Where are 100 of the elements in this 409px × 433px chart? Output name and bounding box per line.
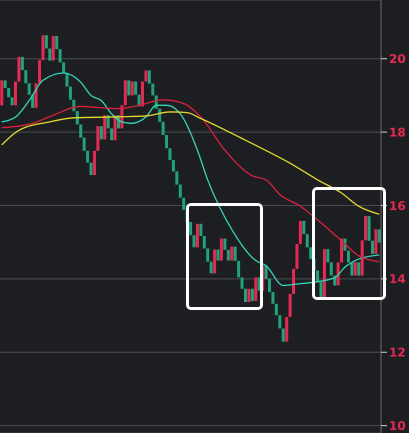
candlestick	[172, 160, 175, 172]
y-tick-label: 18	[389, 125, 406, 140]
candlestick	[360, 240, 364, 276]
candlestick	[130, 81, 134, 96]
candlestick	[295, 244, 298, 269]
candlestick	[271, 292, 274, 304]
candlestick	[55, 36, 58, 50]
candlestick	[346, 250, 350, 262]
candlestick	[52, 36, 55, 61]
candlestick	[216, 250, 220, 261]
candlestick	[210, 262, 213, 274]
candlestick	[244, 288, 247, 302]
candlestick	[223, 238, 226, 250]
candlestick	[0, 80, 4, 106]
candlestick	[274, 304, 278, 316]
candlestick	[319, 282, 322, 298]
line-series	[1, 72, 380, 286]
candlestick	[202, 236, 206, 248]
candlestick	[357, 262, 360, 276]
y-tick-label: 16	[389, 198, 406, 213]
candlestick	[114, 115, 117, 140]
candlestick	[213, 250, 216, 274]
candlestick	[68, 86, 72, 100]
candlestick	[38, 60, 42, 84]
candlestick	[96, 126, 100, 151]
candlestick	[90, 162, 93, 176]
candlestick	[141, 81, 144, 106]
candlestick	[182, 198, 186, 210]
candlestick	[322, 249, 326, 298]
candlestick	[340, 238, 344, 262]
candlestick	[103, 115, 106, 140]
candlestick	[48, 48, 52, 61]
y-tick-label: 14	[389, 272, 406, 286]
candlestick	[292, 268, 296, 294]
y-tick-label: 10	[389, 418, 406, 433]
candlestick	[82, 138, 86, 151]
candlestick	[34, 83, 38, 108]
candlestick	[354, 262, 357, 276]
candlestick	[226, 250, 230, 261]
candlestick	[4, 80, 7, 88]
candlestick	[24, 70, 28, 84]
candlestick	[44, 35, 48, 48]
candlestick	[17, 56, 20, 82]
candlestick	[206, 248, 210, 262]
candlestick	[178, 184, 182, 198]
candlestick	[285, 317, 288, 342]
candlestick	[148, 70, 151, 84]
candlestick	[240, 277, 244, 289]
candlestick	[350, 262, 354, 276]
candlestick	[234, 246, 237, 261]
candlestick	[86, 150, 90, 163]
candlestick	[264, 266, 268, 279]
candlestick	[127, 80, 130, 96]
candlestick	[220, 238, 223, 261]
candlestick	[368, 216, 371, 241]
candlestick	[254, 277, 258, 301]
candlestick	[374, 229, 378, 254]
candlestick	[134, 81, 138, 95]
candlestick	[162, 122, 165, 136]
candlestick	[41, 35, 44, 60]
candlestick	[364, 216, 368, 240]
candlestick	[326, 249, 330, 262]
candlestick	[336, 262, 340, 286]
candlestick	[175, 171, 178, 185]
candlestick	[330, 262, 333, 276]
candlestick	[79, 124, 82, 138]
candlestick	[237, 260, 240, 278]
candlestick	[144, 70, 148, 82]
candlestick	[192, 235, 196, 248]
candlestick	[20, 56, 24, 70]
candlestick	[288, 294, 292, 318]
candlestick	[168, 148, 172, 160]
candlestick	[58, 49, 62, 62]
y-tick-label: 12	[389, 346, 406, 360]
candlestick	[158, 108, 162, 122]
candlestick	[302, 220, 306, 234]
candlestick	[62, 62, 66, 74]
y-tick-label: 20	[389, 52, 406, 66]
candlestick	[110, 128, 114, 140]
candlestick	[7, 88, 10, 98]
candlestick	[100, 126, 103, 140]
candlestick	[306, 234, 309, 248]
candlestick	[106, 115, 110, 128]
candlestick	[28, 83, 31, 95]
candlestick	[124, 80, 127, 106]
candlestick	[250, 288, 254, 301]
candlestick	[278, 315, 282, 328]
candlestick	[189, 222, 192, 236]
candlestick	[92, 150, 96, 176]
line-series	[1, 111, 380, 215]
candlestick	[309, 247, 312, 260]
candlestick	[196, 224, 199, 248]
candlestick	[199, 224, 202, 236]
candlestick	[247, 288, 250, 302]
candlestick	[268, 278, 272, 292]
candlestick	[14, 81, 18, 106]
line-series	[1, 99, 380, 262]
candlestick	[298, 220, 302, 244]
candlestick	[165, 135, 168, 148]
candlestick	[370, 240, 374, 254]
